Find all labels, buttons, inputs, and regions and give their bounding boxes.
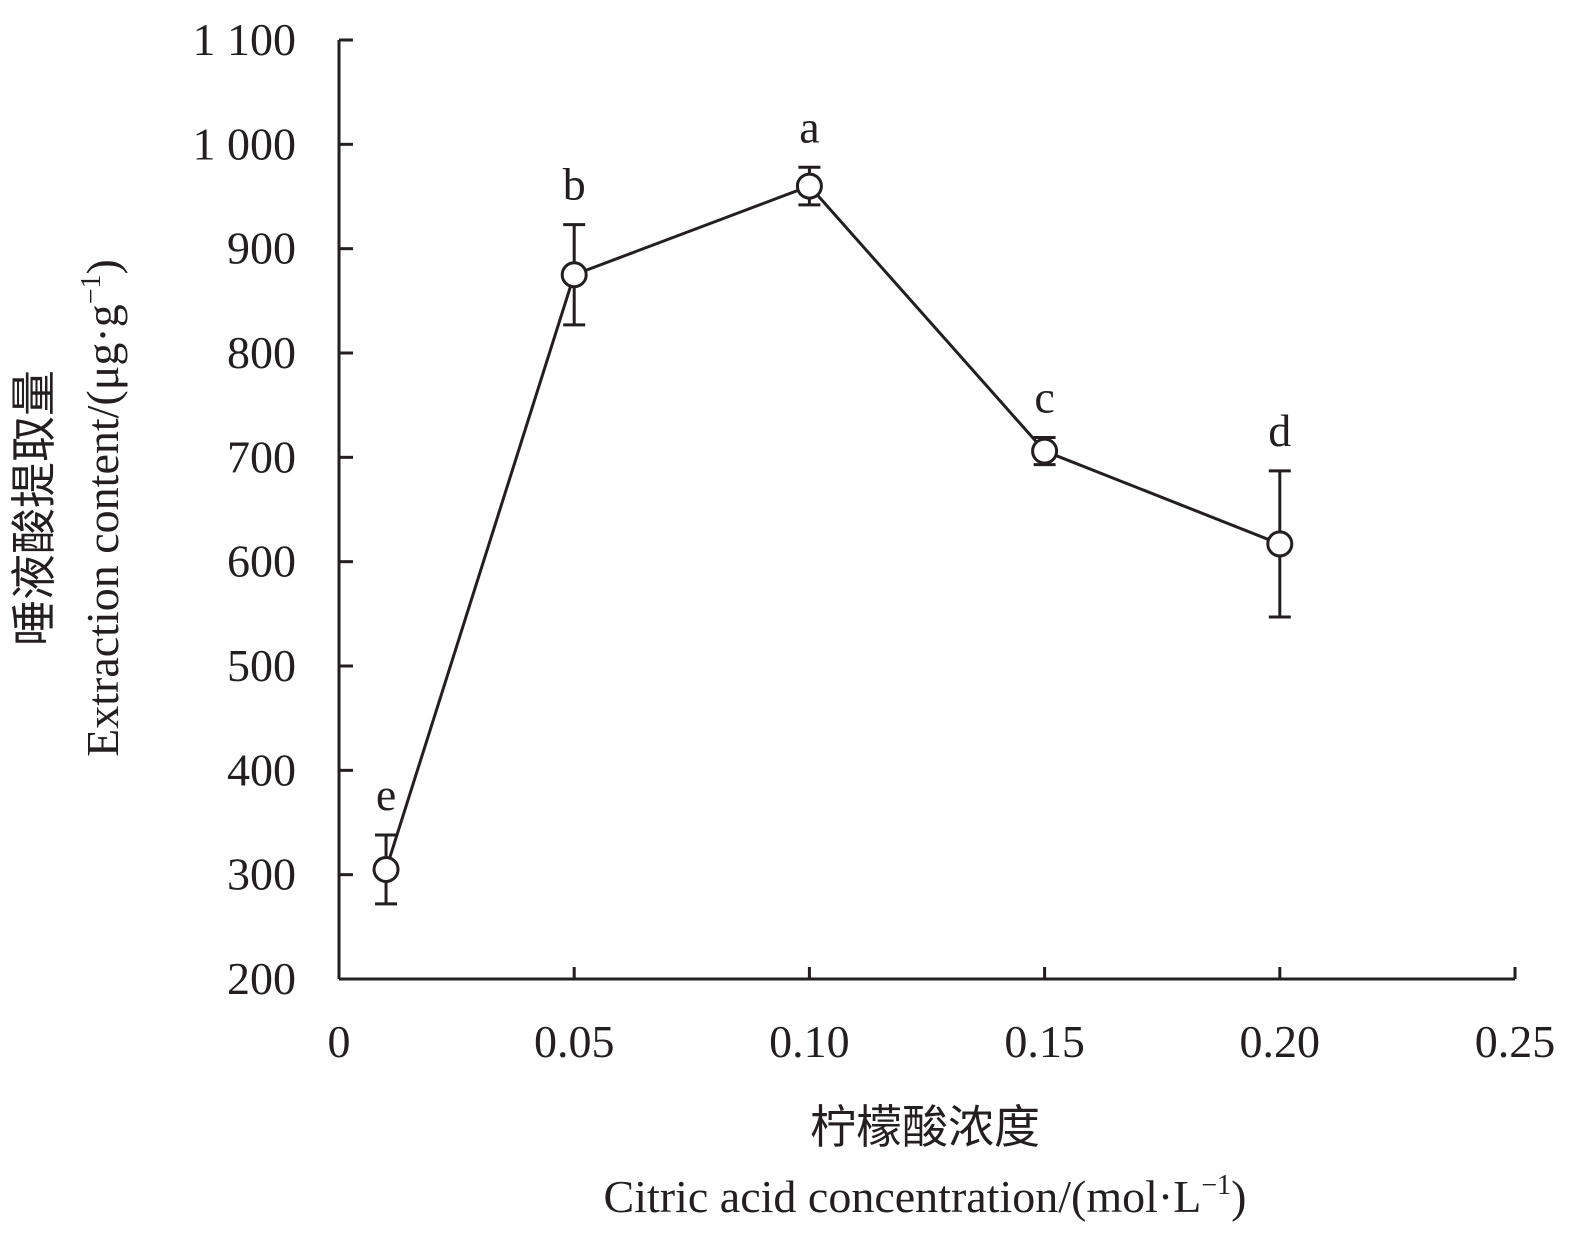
significance-label: a [799,101,819,152]
x-tick-label: 0.10 [769,1016,850,1067]
x-tick-label: 0.25 [1475,1016,1556,1067]
y-tick-label: 800 [227,327,296,378]
data-point [795,172,823,200]
x-tick-label: 0 [328,1016,351,1067]
y-axis-title-en-main: Extraction content/(μg·g [77,304,128,757]
y-tick-label: 900 [227,223,296,274]
x-axis-title-en-tail: ) [1231,1171,1246,1222]
significance-label: c [1034,372,1054,423]
y-tick-label: 300 [227,849,296,900]
y-axis-title-en-sup: −1 [76,274,107,304]
y-tick-label: 400 [227,744,296,795]
y-tick-label: 200 [227,953,296,1004]
series-line [384,184,1281,870]
x-axis-title-en-sup: −1 [1201,1170,1231,1201]
data-point [1266,530,1294,558]
x-tick-label: 0.05 [534,1016,615,1067]
significance-label: e [376,769,396,820]
y-axis-ticks: 200 300 400 500 600 700 800 900 1 000 1 100 [193,14,353,1004]
x-tick-label: 0.20 [1240,1016,1321,1067]
x-tick-label: 0.15 [1004,1016,1085,1067]
significance-label: b [563,159,586,210]
y-tick-label: 1 100 [193,14,297,65]
significance-label: d [1268,405,1291,456]
y-axis-title-cn: 唾液酸提取量 [9,370,60,646]
x-axis-title-cn: 柠檬酸浓度 [810,1102,1040,1153]
data-point [1031,437,1059,465]
data-point [372,855,400,883]
y-tick-label: 700 [227,431,296,482]
data-point [560,261,588,289]
axes [337,40,1515,981]
x-axis-title-en: Citric acid concentration/(mol·L−1) [604,1170,1247,1222]
x-axis-ticks: 0 0.05 0.10 0.15 0.20 0.25 [328,967,1556,1067]
x-axis-title-en-main: Citric acid concentration/(mol·L [604,1171,1202,1222]
y-axis-title-en-tail: ) [77,259,128,274]
y-axis-title-en: Extraction content/(μg·g−1) [76,259,128,757]
y-tick-label: 600 [227,536,296,587]
y-tick-label: 1 000 [193,118,297,169]
data-series: e b a c d [372,101,1294,906]
y-tick-label: 500 [227,640,296,691]
